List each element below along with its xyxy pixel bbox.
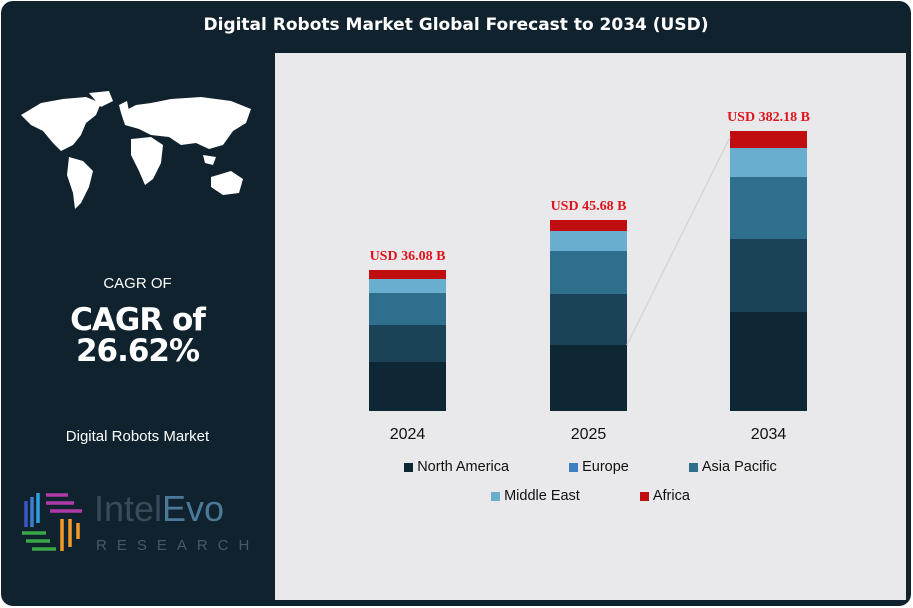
total-label-2024: USD 36.08 B <box>370 249 446 264</box>
cagr-label: CAGR OF <box>103 275 172 292</box>
stacked-bar-chart: USD 36.08 B 2024 USD 45.68 B 2025 USD 382.18… <box>369 110 810 443</box>
legend-item-north-america: North America <box>404 459 509 475</box>
total-label-2025: USD 45.68 B <box>551 199 627 214</box>
legend-item-middle-east: Middle East <box>491 488 580 504</box>
bar-segment-asia-pacific-2034 <box>730 176 807 239</box>
bar-segment-middle-east-2025 <box>550 230 627 251</box>
total-label-2034: USD 382.18 B <box>727 110 810 125</box>
left-panel: CAGR OF CAGR of 26.62% Digital Robots Ma… <box>1 53 274 606</box>
cagr-value: CAGR of 26.62% <box>1 305 274 367</box>
bar-segment-europe-2024 <box>369 324 446 362</box>
legend-swatch <box>569 462 579 472</box>
legend-swatch <box>404 462 414 472</box>
bar-segment-asia-pacific-2024 <box>369 292 446 325</box>
bar-segment-middle-east-2024 <box>369 278 446 293</box>
legend-item-asia-pacific: Asia Pacific <box>688 459 777 475</box>
legend-row-2: Middle East Africa <box>275 488 906 505</box>
legend-item-africa: Africa <box>639 488 690 504</box>
market-name: Digital Robots Market <box>65 428 210 445</box>
legend-label: North America <box>417 459 510 475</box>
legend-label: Middle East <box>504 488 580 504</box>
bar-segment-africa-2025 <box>550 220 627 231</box>
legend-swatch <box>688 462 698 472</box>
legend-label: Africa <box>652 488 690 504</box>
legend-label: Europe <box>582 459 629 475</box>
bar-segment-europe-2034 <box>730 238 807 312</box>
cagr-line1: CAGR of <box>70 302 206 338</box>
bar-segment-north-america-2024 <box>369 361 446 411</box>
x-tick-2024: 2024 <box>390 426 426 443</box>
cagr-line2: 26.62% <box>75 333 200 369</box>
bar-segment-africa-2024 <box>369 270 446 279</box>
growth-trend-line <box>626 136 731 346</box>
legend-swatch <box>639 491 649 501</box>
svg-text:RESEARCH: RESEARCH <box>96 537 259 554</box>
page-title: Digital Robots Market Global Forecast to… <box>203 15 709 35</box>
chart-panel: USD 36.08 B 2024 USD 45.68 B 2025 USD 382.18… <box>275 53 906 600</box>
legend-item-europe: Europe <box>569 459 629 475</box>
bar-segment-africa-2034 <box>730 131 807 148</box>
x-tick-2034: 2034 <box>751 426 787 443</box>
bar-segment-north-america-2034 <box>730 311 807 411</box>
world-map-icon <box>21 91 251 209</box>
intelevo-logo: IntelEvo RESEARCH <box>22 489 259 554</box>
svg-text:IntelEvo: IntelEvo <box>94 489 224 529</box>
legend-row-1: North America Europe Asia Pacific <box>275 459 906 476</box>
legend-label: Asia Pacific <box>701 459 777 475</box>
bar-segment-europe-2025 <box>550 293 627 346</box>
legend-swatch <box>491 491 501 501</box>
bar-segment-asia-pacific-2025 <box>550 250 627 294</box>
bar-segment-north-america-2025 <box>550 345 627 411</box>
x-tick-2025: 2025 <box>571 426 607 443</box>
bar-segment-middle-east-2034 <box>730 147 807 177</box>
